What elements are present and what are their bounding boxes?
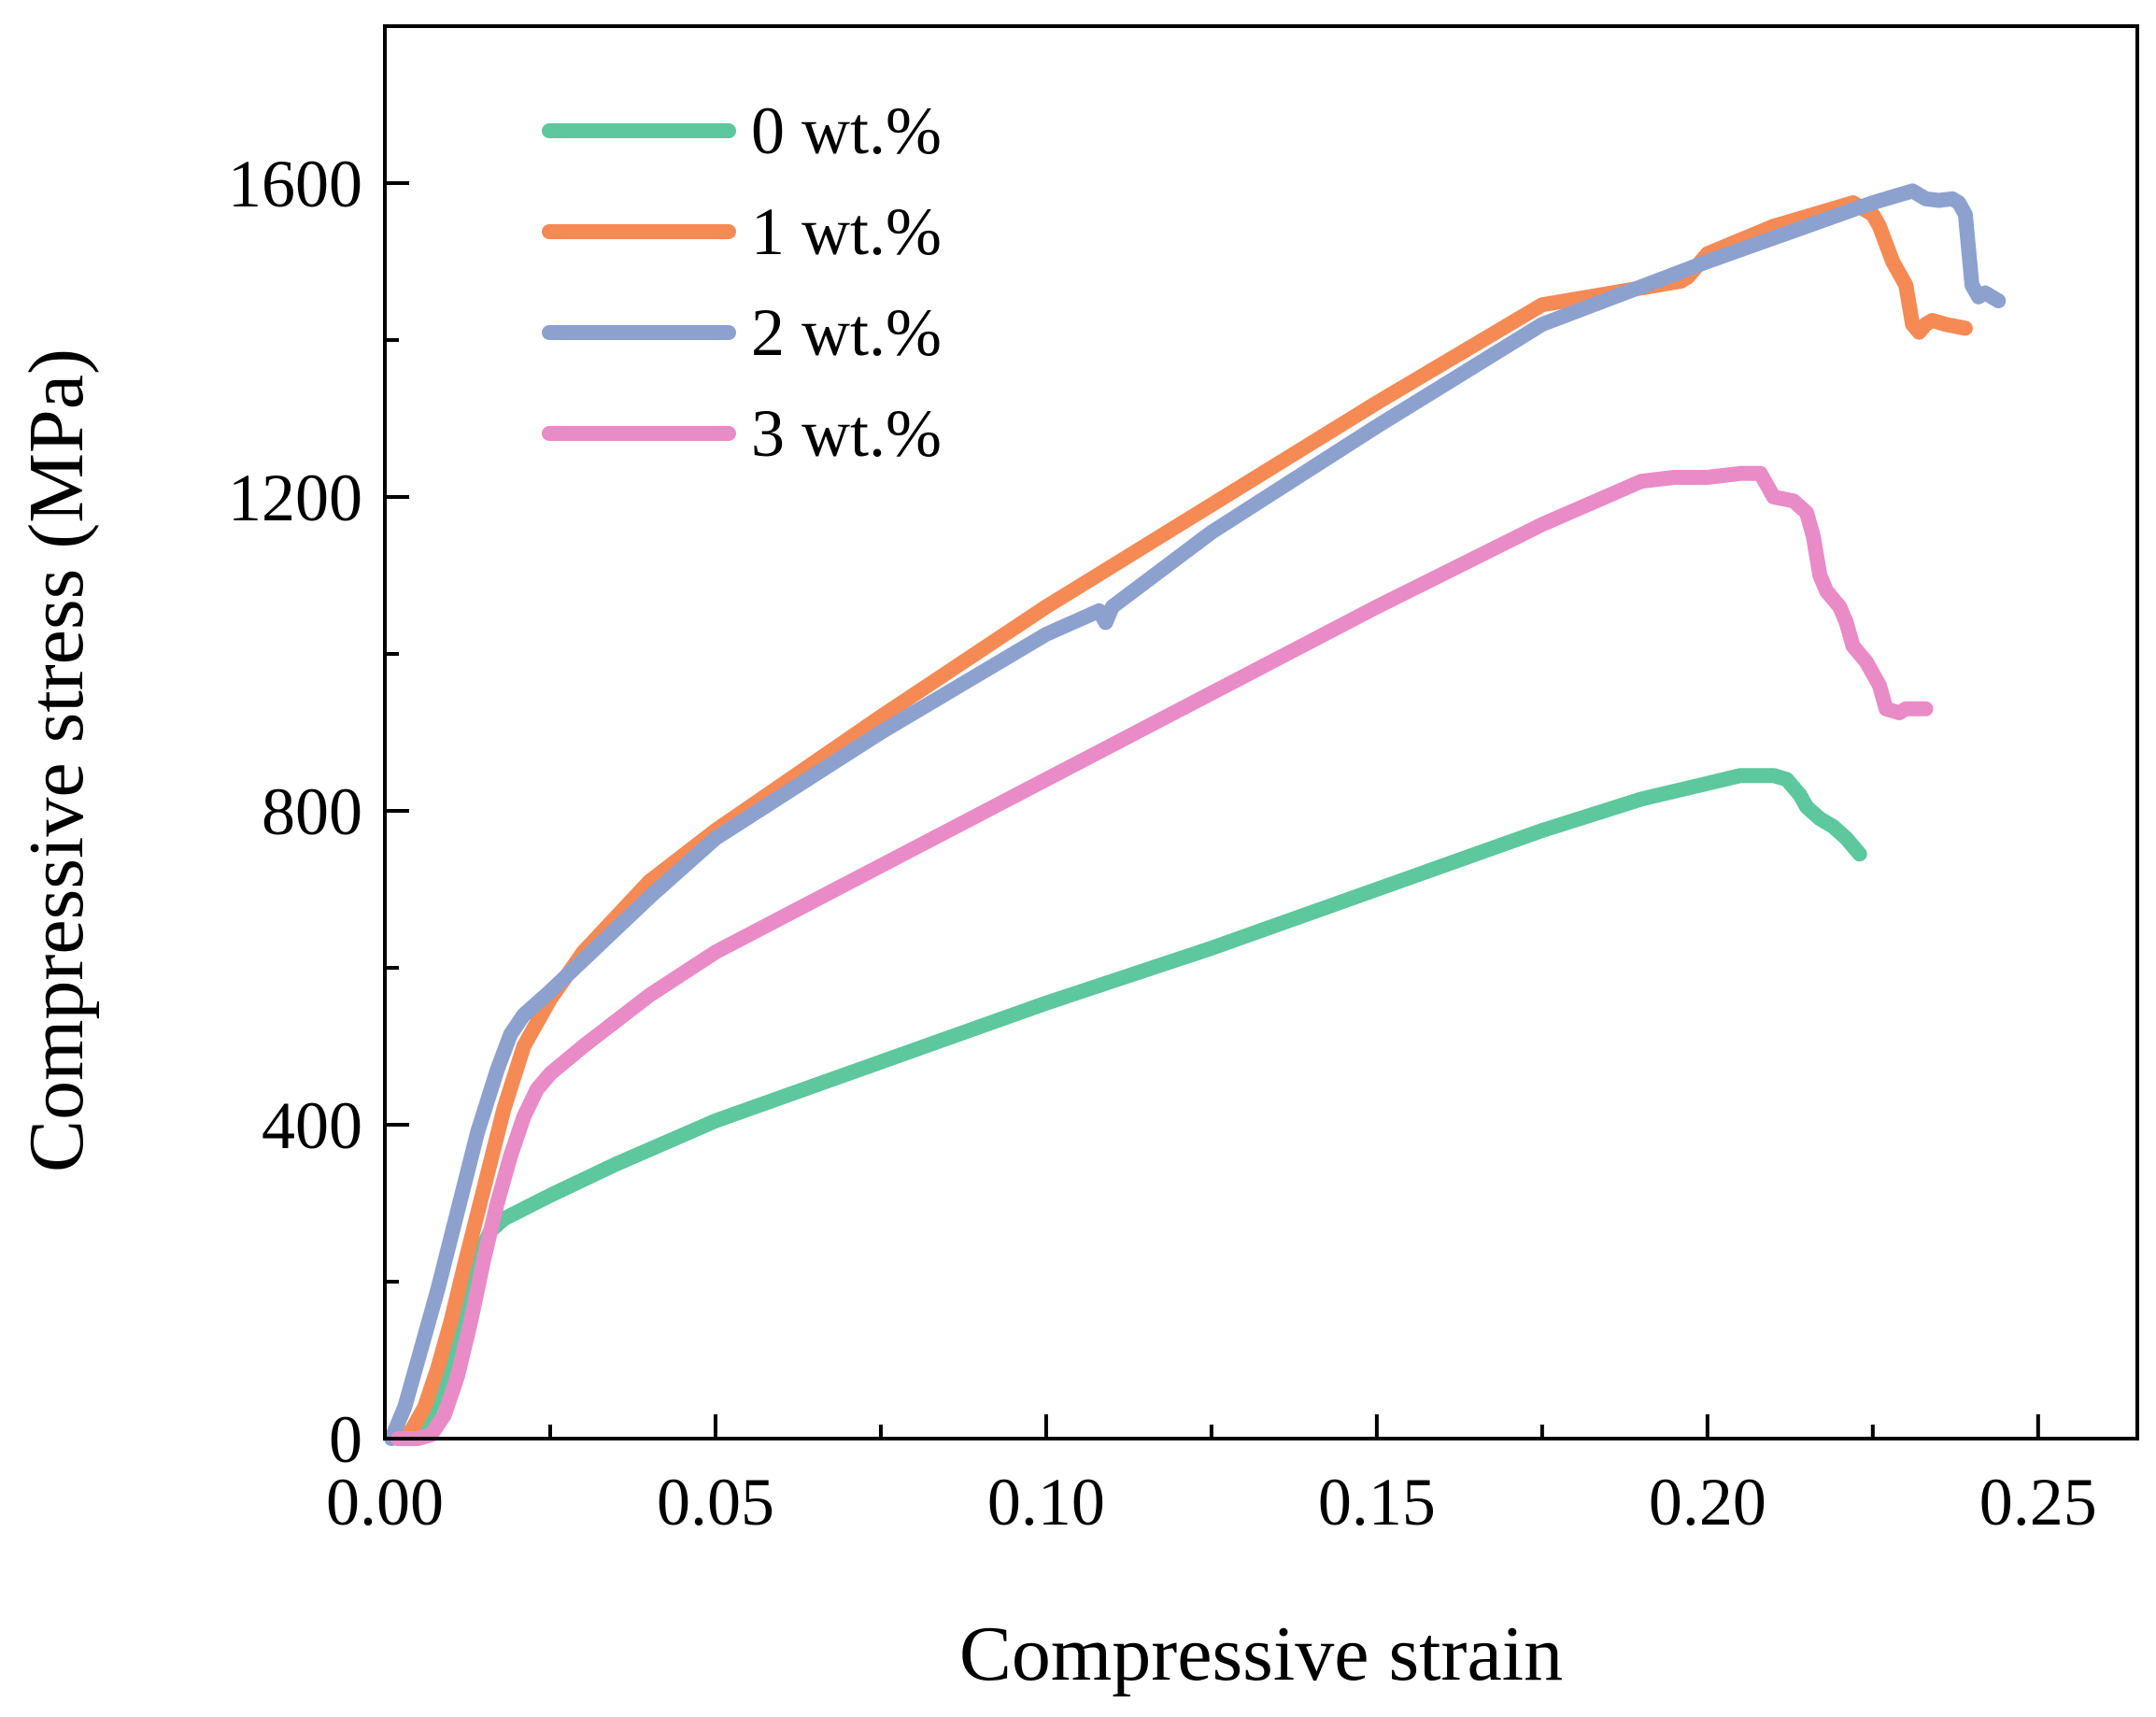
series-line-0 <box>404 768 1867 1446</box>
legend-label-1: 1 wt.% <box>751 194 942 269</box>
y-tick-label-3: 1200 <box>228 461 362 535</box>
legend-label-2: 2 wt.% <box>751 295 942 370</box>
x-axis-label: Compressive strain <box>959 1611 1563 1697</box>
plot-frame <box>383 24 2139 1440</box>
y-tick-label-4: 1600 <box>228 147 362 221</box>
legend-label-3: 3 wt.% <box>751 396 942 471</box>
series-layer <box>384 183 2007 1446</box>
y-tick-label-2: 800 <box>262 774 362 849</box>
tick-labels-layer: 0.00 0.05 0.10 0.15 0.20 0.25 0 400 800 1200 1600 <box>228 147 2097 1540</box>
x-tick-label-0: 0.00 <box>326 1465 444 1540</box>
series-line-3 <box>390 465 1934 1446</box>
x-tick-label-5: 0.25 <box>1979 1465 2097 1540</box>
y-tick-label-1: 400 <box>262 1088 362 1163</box>
x-tick-label-3: 0.15 <box>1318 1465 1436 1540</box>
series-line-2 <box>384 183 2007 1446</box>
x-tick-label-1: 0.05 <box>657 1465 774 1540</box>
x-tick-label-4: 0.20 <box>1649 1465 1766 1540</box>
y-tick-label-0: 0 <box>329 1402 362 1477</box>
y-axis-label: Compressive stress (MPa) <box>13 348 100 1172</box>
legend: 0 wt.% 1 wt.% 2 wt.% 3 wt.% <box>542 93 942 471</box>
x-tick-label-2: 0.10 <box>987 1465 1105 1540</box>
legend-label-0: 0 wt.% <box>751 93 942 168</box>
series-line-1 <box>390 195 1973 1446</box>
ticks-layer <box>383 181 2040 1440</box>
